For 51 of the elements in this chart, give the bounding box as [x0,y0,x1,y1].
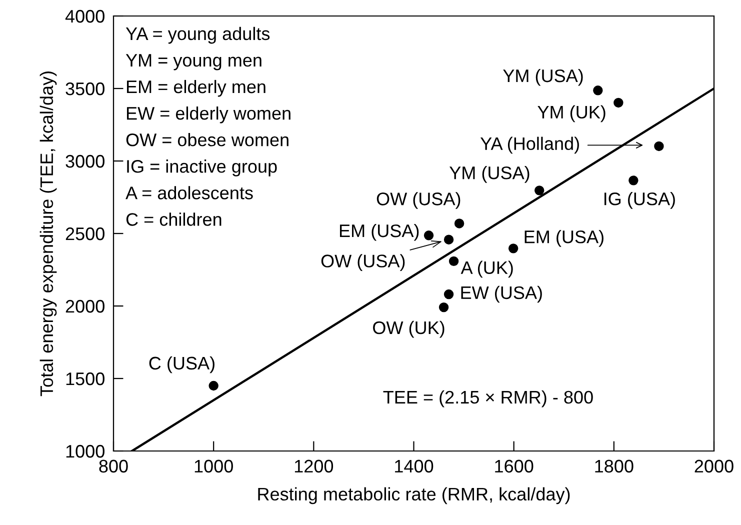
annotation: YM = young men [126,54,262,70]
annotation: IG = inactive group [127,160,277,176]
x-tick-label: 1600 [495,460,534,473]
point [438,302,449,312]
annotation: YA = young adults [126,26,270,44]
annotation: OW = obese women [126,133,288,146]
annotation: EW (USA) [461,286,542,303]
x-tick-label: 1200 [294,460,334,473]
x-tick-label: 1400 [395,460,434,473]
annotation: EM (USA) [524,230,604,247]
point [444,289,454,300]
x-axis-title: Resting metabolic rate (RMR, kcal/day) [258,487,570,504]
y-tick-label: 2000 [66,300,104,313]
annotation: EW = elderly women [126,106,290,124]
point [208,380,218,391]
annotation: YA (Holland) [480,136,579,154]
y-tick-label: 2500 [66,227,104,240]
point [508,244,518,254]
y-axis-title: Total energy expenditure (TEE, kcal/day) [40,72,57,396]
point [534,186,544,196]
x-tick-label: 1000 [194,460,233,473]
point [654,141,664,152]
y-tick-label: 3500 [66,82,104,96]
annotation: OW (USA) [321,254,405,271]
annotation: YM (USA) [450,166,530,183]
annotation: YM (UK) [538,105,606,122]
annotation: IG (USA) [604,192,675,209]
annotation: OW (UK) [373,320,444,338]
point [454,218,464,228]
point [444,234,454,244]
annotation: EM = elderly men [126,80,266,97]
annotation: YM (USA) [503,68,583,86]
annotation: EM (USA) [340,224,419,241]
point [593,86,603,96]
y-tick-label: 4000 [65,10,104,23]
y-tick-label: 3000 [66,154,104,168]
annotation: TEE = (2.15 × RMR) - 800 [383,390,593,408]
annotation: A = adolescents [126,186,253,200]
annotation: C = children [126,212,222,226]
x-tick-label: 2000 [694,460,734,473]
point [628,176,638,186]
point [424,230,434,240]
annotation: A (UK) [460,260,513,278]
y-tick-label: 1500 [66,372,104,386]
point [448,256,459,266]
y-tick-label: 1000 [66,444,104,458]
x-tick-label: 1800 [595,460,634,473]
point [614,98,624,108]
annotation: OW (USA) [376,192,460,209]
annotation: C (USA) [149,356,214,374]
x-tick-label: 800 [99,460,128,473]
